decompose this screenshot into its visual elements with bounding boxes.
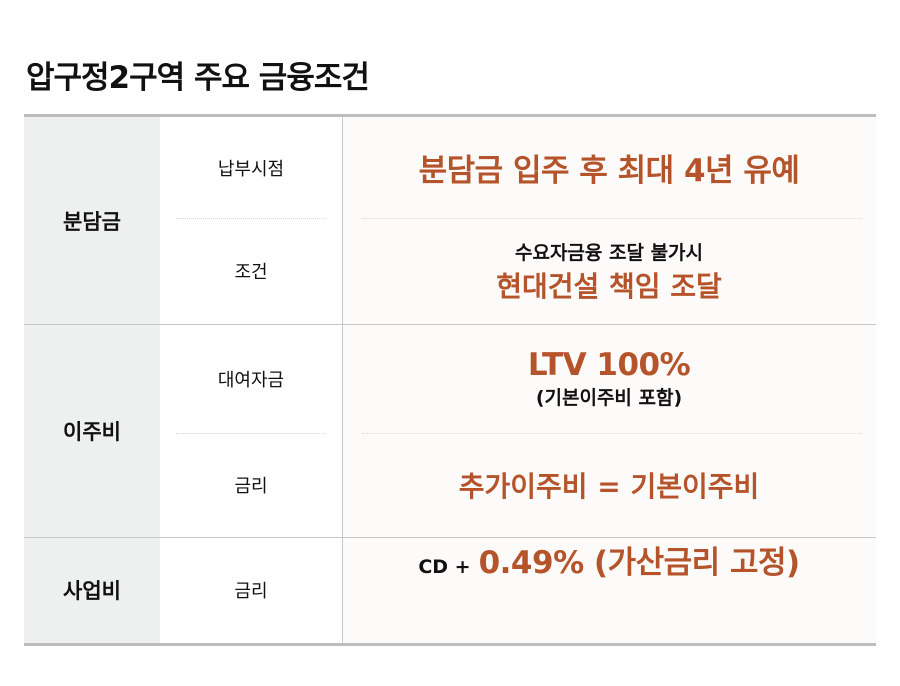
value-prefix: CD + <box>418 556 471 578</box>
sub-divider <box>362 218 862 219</box>
value-note: (기본이주비 포함) <box>535 387 683 409</box>
group-label: 사업비 <box>63 579 121 603</box>
group-column <box>24 117 160 643</box>
sub-divider <box>176 218 326 219</box>
sub-divider <box>362 433 862 434</box>
value-note: 수요자금융 조달 불가시 <box>514 241 704 264</box>
item-value: 수요자금융 조달 불가시 현대건설 책임 조달 <box>342 218 876 324</box>
value-text: 분담금 입주 후 최대 4년 유예 <box>418 153 800 189</box>
item-label: 조건 <box>234 262 268 283</box>
item-value: LTV 100% (기본이주비 포함) <box>342 324 876 433</box>
item-label: 납부시점 <box>217 158 285 180</box>
value-text: LTV 100% <box>527 347 691 383</box>
group-label: 이주비 <box>63 419 121 444</box>
item-value: CD + 0.49% (가산금리 고정) <box>342 537 876 643</box>
item-label: 금리 <box>234 476 268 497</box>
finance-terms-table: 분담금 납부시점 분담금 입주 후 최대 4년 유예 조건 수요자금융 조달 불… <box>24 114 876 646</box>
value-text: 현대건설 책임 조달 <box>496 269 722 303</box>
page-title: 압구정2구역 주요 금융조건 <box>26 60 370 96</box>
item-label: 대여자금 <box>217 369 285 391</box>
group-label: 분담금 <box>63 209 121 234</box>
item-value: 추가이주비 = 기본이주비 <box>342 433 876 537</box>
sub-divider <box>176 433 326 434</box>
row-divider <box>24 324 876 325</box>
value-column <box>342 117 876 643</box>
value-text: 추가이주비 = 기본이주비 <box>458 470 760 503</box>
value-text: 0.49% (가산금리 고정) <box>478 545 801 581</box>
row-divider <box>24 537 876 538</box>
item-value: 분담금 입주 후 최대 4년 유예 <box>342 117 876 218</box>
item-label: 금리 <box>234 581 268 602</box>
